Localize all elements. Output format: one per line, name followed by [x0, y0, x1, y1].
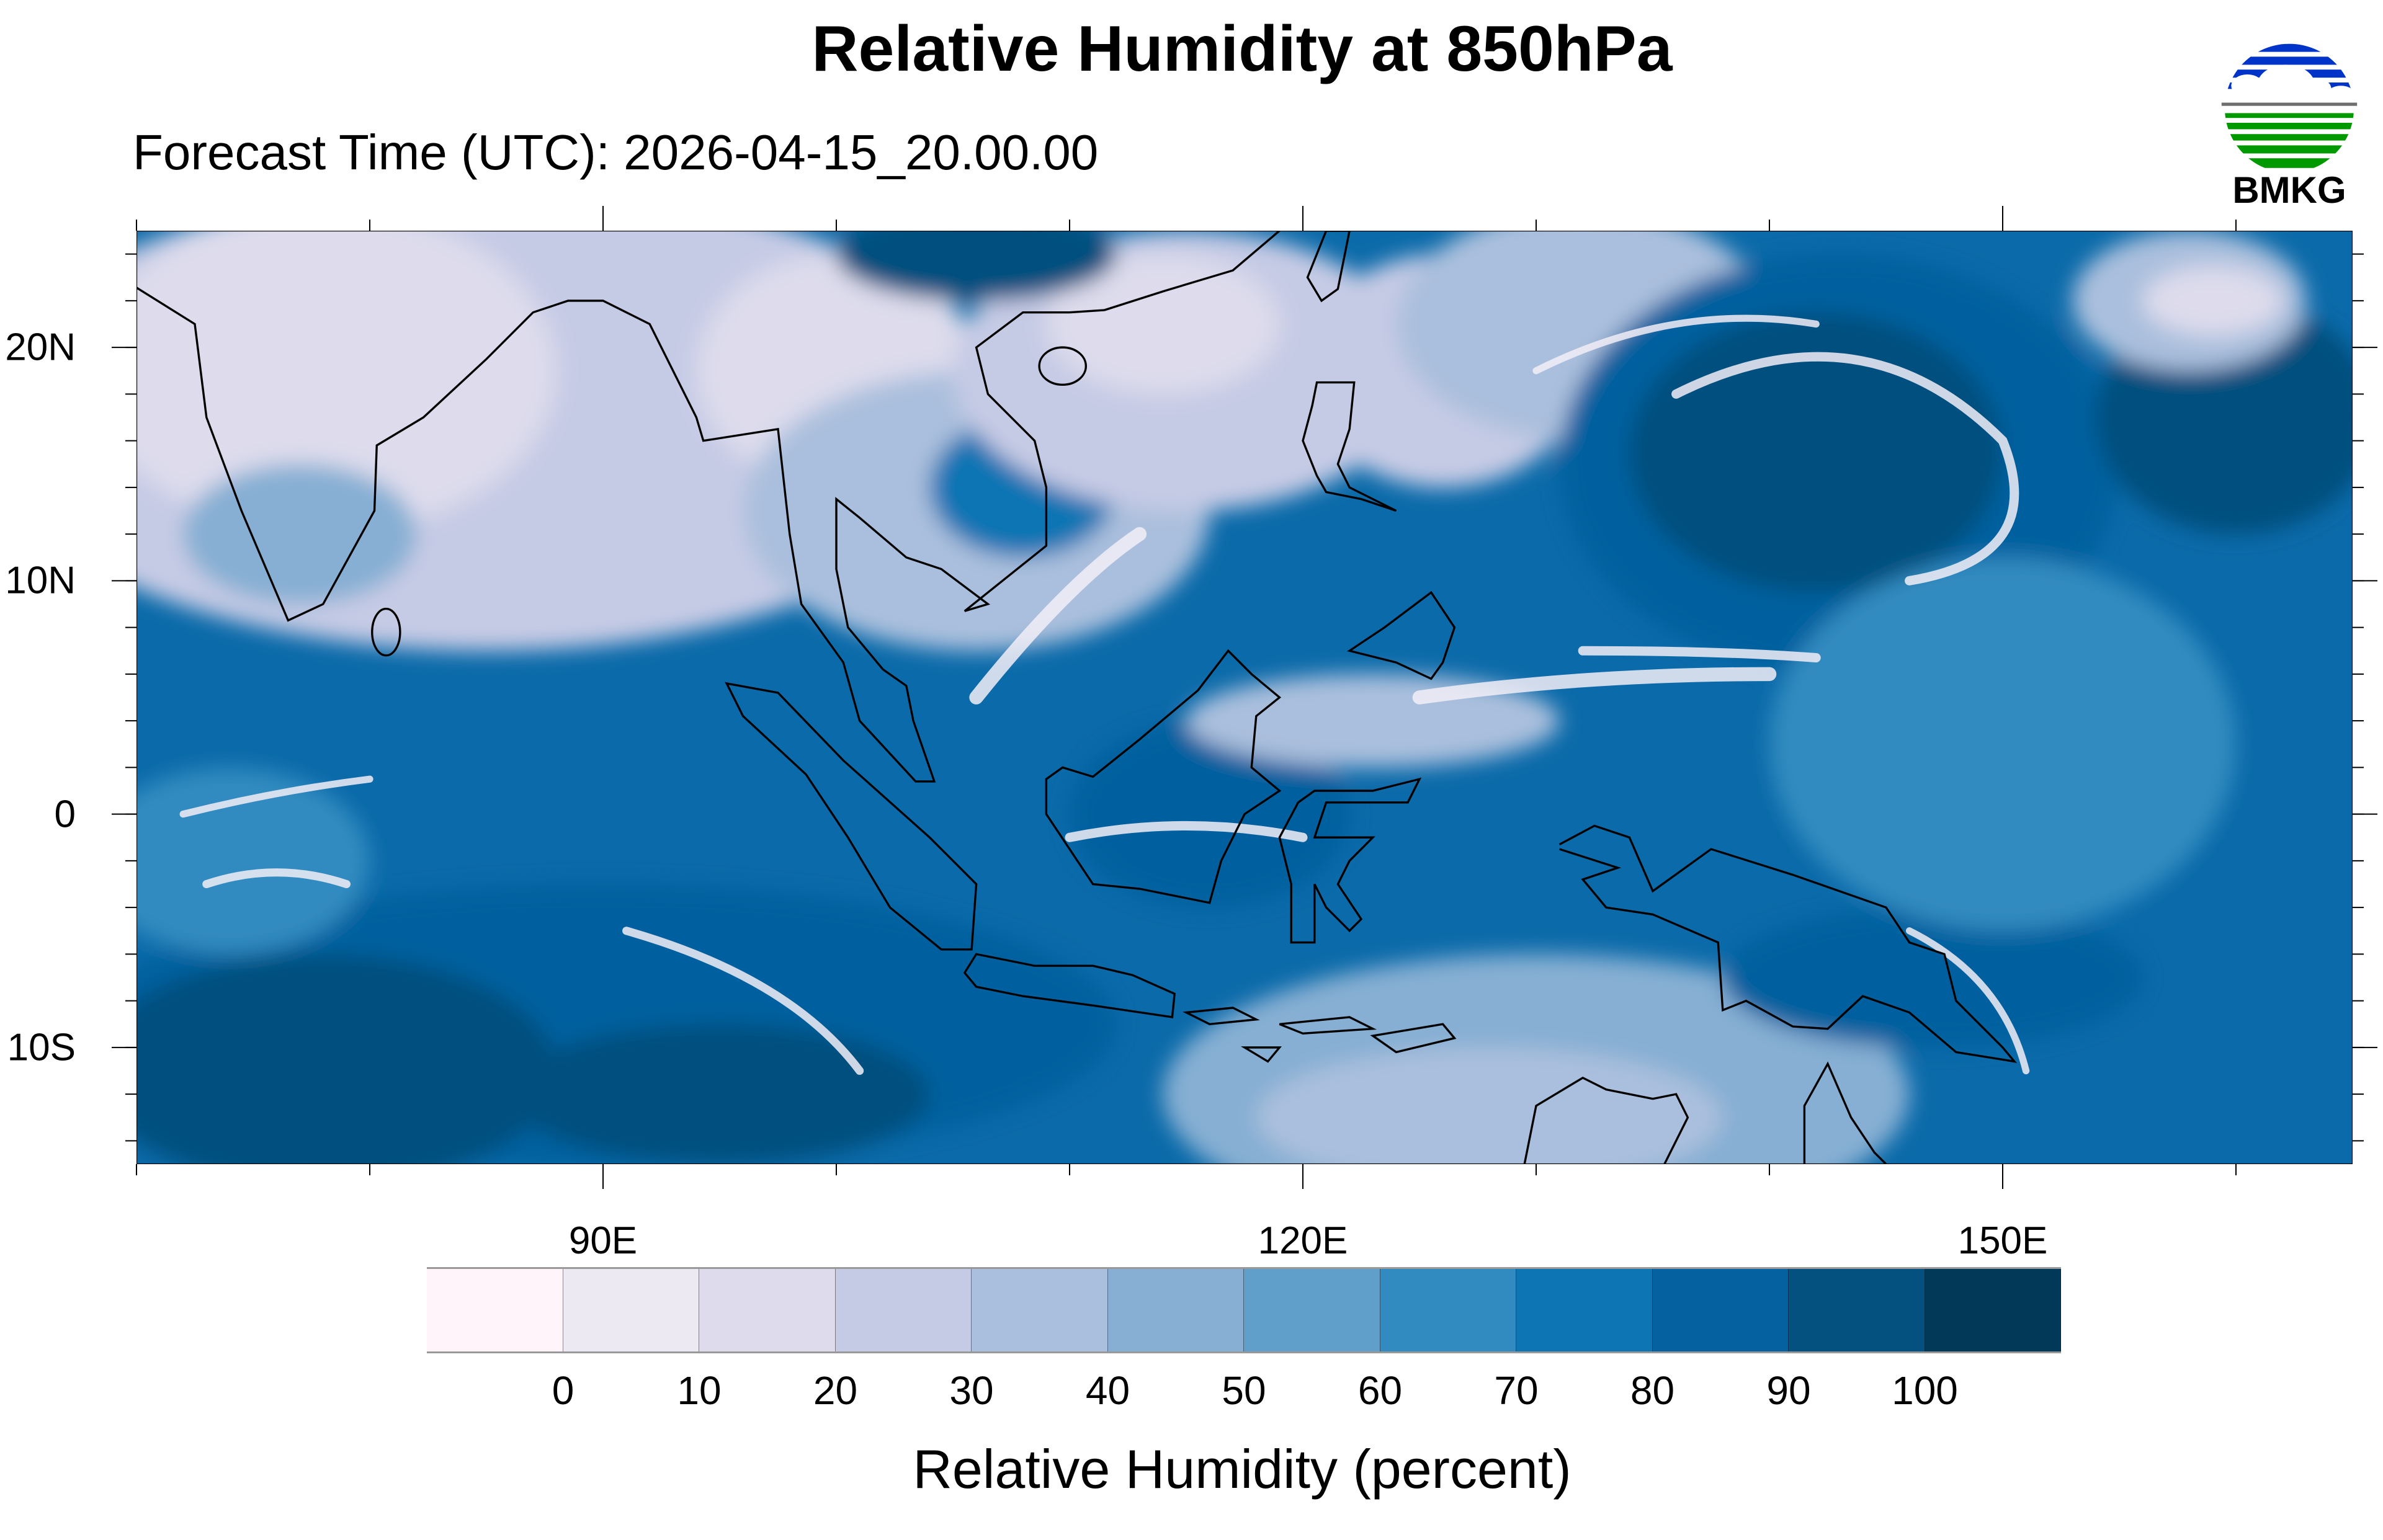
humidity-streaks — [179, 314, 2030, 1075]
colorbar-swatch — [427, 1269, 563, 1351]
coastline-taiwan — [1306, 231, 1351, 303]
coastline-sulawesi — [1278, 777, 1422, 944]
chart-title: Relative Humidity at 850hPa — [811, 13, 1673, 85]
coastline-sri-lanka — [371, 607, 401, 657]
colorbar-swatch — [563, 1269, 699, 1351]
colorbar-label: 80 — [1630, 1368, 1675, 1413]
coastlines — [136, 231, 2017, 1164]
colorbar-label: 40 — [1085, 1368, 1130, 1413]
colorbar — [427, 1267, 2061, 1353]
humidity-field — [136, 231, 2353, 1164]
coastline-mindanao — [1347, 590, 1456, 680]
colorbar-label: 50 — [1222, 1368, 1266, 1413]
y-tick-label: 20N — [5, 326, 76, 369]
colorbar-swatch — [699, 1269, 836, 1351]
colorbar-label: 90 — [1766, 1368, 1811, 1413]
colorbar-label: 20 — [813, 1368, 858, 1413]
coastline-java — [963, 953, 1176, 1018]
colorbar-swatch — [835, 1269, 972, 1351]
coastline-hainan — [1038, 346, 1088, 386]
colorbar-label: 30 — [949, 1368, 994, 1413]
colorbar-swatch — [1925, 1269, 2061, 1351]
colorbar-swatch — [1516, 1269, 1653, 1351]
coastline-luzon — [1302, 381, 1397, 512]
colorbar-label: 0 — [552, 1368, 575, 1413]
colorbar-swatch — [1652, 1269, 1789, 1351]
bmkg-logo — [2221, 43, 2358, 168]
x-tick-label: 150E — [1957, 1219, 2048, 1262]
forecast-time: Forecast Time (UTC): 2026-04-15_20.00.00 — [133, 125, 1099, 180]
humidity-map — [136, 231, 2353, 1164]
colorbar-swatch — [972, 1269, 1108, 1351]
colorbar-label: 100 — [1892, 1368, 1958, 1413]
coastline-australia — [1523, 1061, 1887, 1164]
colorbar-swatch — [1244, 1269, 1380, 1351]
colorbar-label: 10 — [677, 1368, 722, 1413]
y-tick-label: 0 — [54, 793, 76, 836]
coastline-sumatra — [725, 682, 978, 951]
coastline-lesser-sunda — [1183, 1007, 1457, 1063]
y-tick-label: 10S — [7, 1026, 76, 1069]
colorbar-label: 60 — [1357, 1368, 1403, 1413]
colorbar-swatch — [1380, 1269, 1516, 1351]
bmkg-logo-text: BMKG — [2232, 169, 2346, 211]
coastline-borneo — [1045, 649, 1282, 904]
y-tick-label: 10N — [5, 559, 76, 602]
colorbar-swatch — [1107, 1269, 1244, 1351]
colorbar-swatch — [1789, 1269, 1925, 1351]
coastline-new-guinea — [1558, 824, 2017, 1063]
colorbar-title: Relative Humidity (percent) — [913, 1438, 1572, 1500]
x-tick-label: 120E — [1258, 1219, 1348, 1262]
coastline-asia — [136, 231, 1281, 783]
x-tick-label: 90E — [568, 1219, 638, 1262]
colorbar-label: 70 — [1494, 1368, 1539, 1413]
